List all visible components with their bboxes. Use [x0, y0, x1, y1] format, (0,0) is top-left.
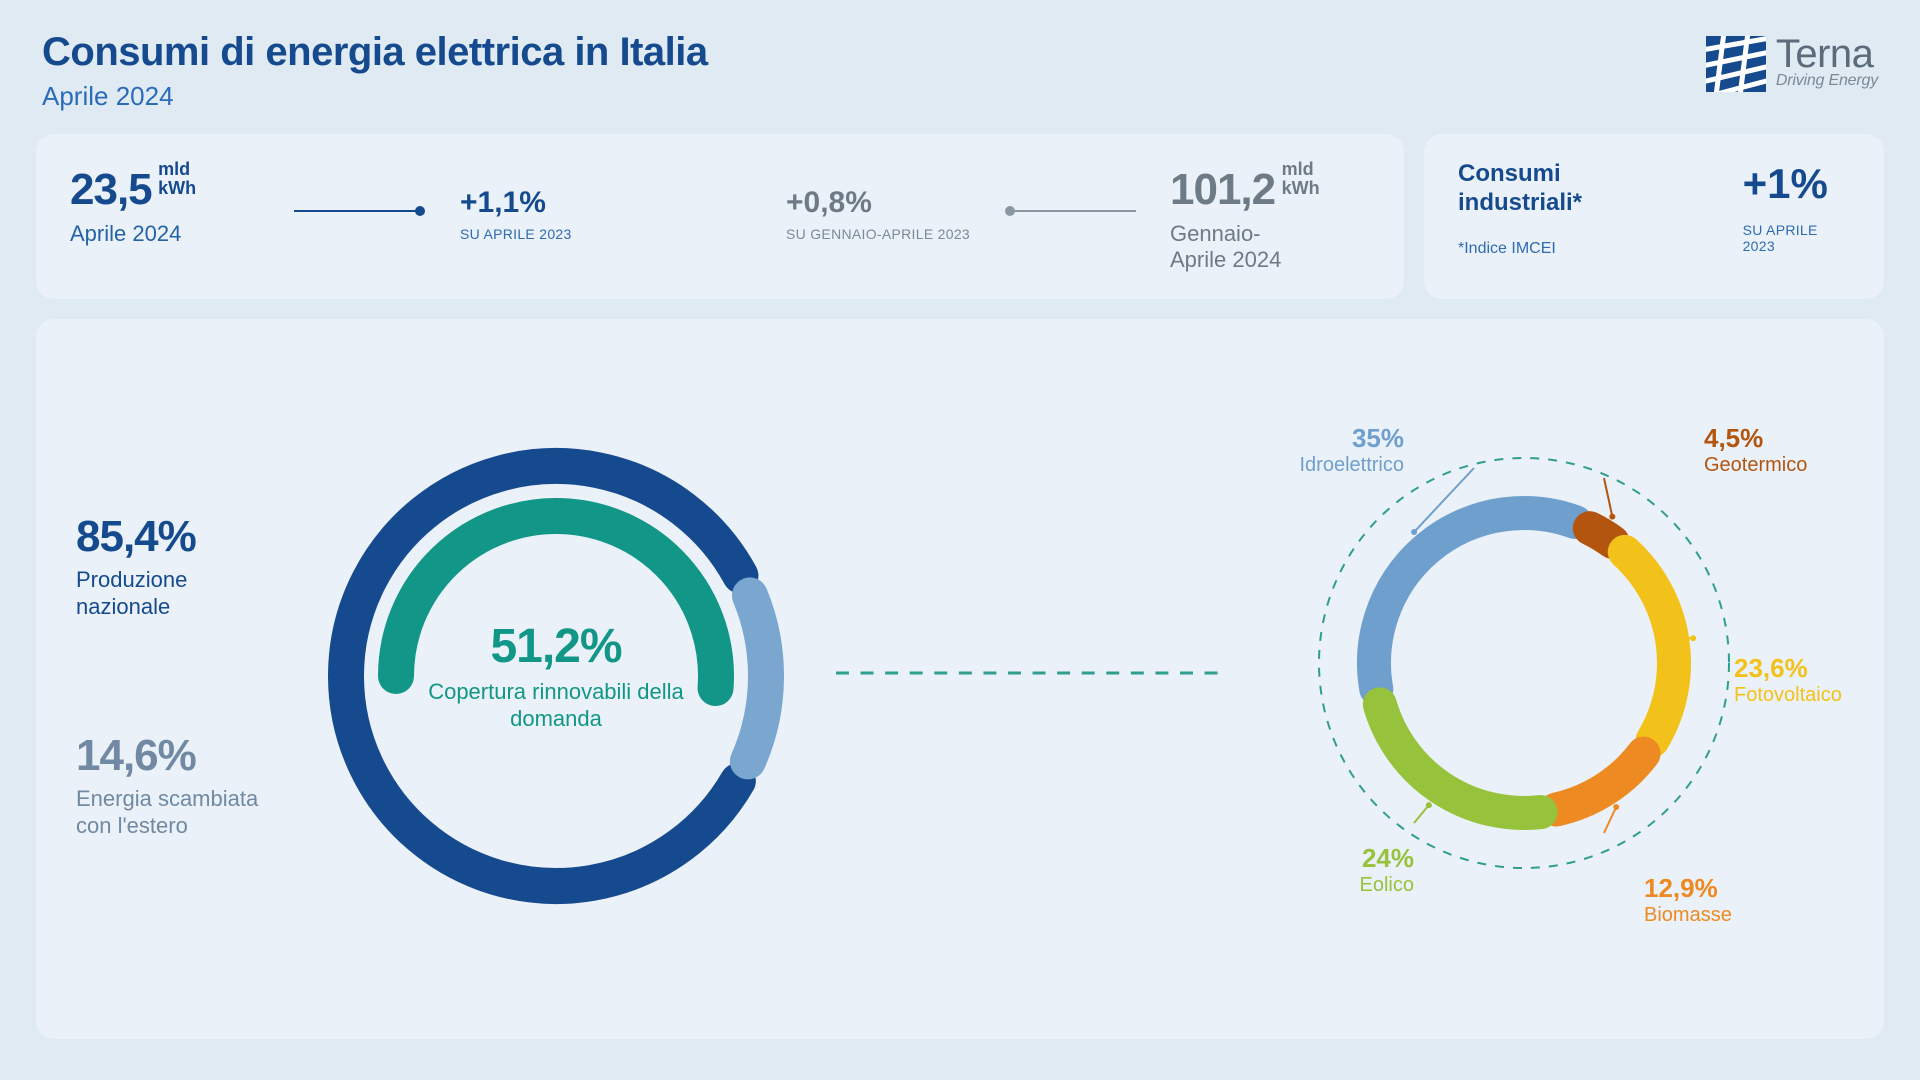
logo: Terna Driving Energy: [1706, 30, 1878, 92]
logo-brand: Terna: [1776, 36, 1878, 72]
production-panel: 85,4% Produzione nazionale 14,6% Energia…: [36, 319, 1884, 1039]
renewable-ring: 51,2% Copertura rinnovabili della domand…: [276, 416, 836, 936]
title-block: Consumi di energia elettrica in Italia A…: [42, 30, 708, 112]
ytd-delta: +0,8% SU GENNAIO-APRILE 2023: [786, 160, 970, 242]
breakdown-ring: 35%Idroelettrico 4,5%Geotermico 23,6%Fotov…: [1224, 403, 1844, 948]
ytd-label: Gennaio- Aprile 2024: [1170, 221, 1370, 273]
spark-line-left-icon: [1000, 196, 1140, 226]
top-metrics-row: 23,5 mldkWh Aprile 2024 +1,1% SU APRILE …: [36, 134, 1884, 299]
ytd-value: 101,2: [1170, 165, 1275, 215]
foreign-exchange-stat: 14,6% Energia scambiata con l'estero: [76, 731, 276, 840]
breakdown-label-geo: 4,5%Geotermico: [1704, 423, 1807, 477]
breakdown-label-bio: 12,9%Biomasse: [1644, 873, 1732, 927]
ytd-metric: 101,2 mldkWh Gennaio- Aprile 2024: [1170, 160, 1370, 273]
connector: [836, 413, 1224, 938]
logo-tagline: Driving Energy: [1776, 72, 1878, 90]
spark-line-right-icon: [290, 196, 430, 226]
month-metric: 23,5 mldkWh Aprile 2024: [70, 160, 260, 247]
logo-icon: [1706, 36, 1766, 92]
month-delta: +1,1% SU APRILE 2023: [460, 160, 572, 242]
page-subtitle: Aprile 2024: [42, 81, 708, 112]
month-label: Aprile 2024: [70, 221, 260, 247]
breakdown-label-idro: 35%Idroelettrico: [1244, 423, 1404, 477]
breakdown-label-pv: 23,6%Fotovoltaico: [1734, 653, 1842, 707]
consumption-card: 23,5 mldkWh Aprile 2024 +1,1% SU APRILE …: [36, 134, 1404, 299]
renewable-center-label: 51,2% Copertura rinnovabili della domand…: [416, 619, 696, 733]
month-value: 23,5: [70, 165, 152, 215]
industrial-heading: Consumi industriali*: [1458, 160, 1683, 218]
header: Consumi di energia elettrica in Italia A…: [36, 30, 1884, 134]
production-stats: 85,4% Produzione nazionale 14,6% Energia…: [76, 512, 276, 840]
page-title: Consumi di energia elettrica in Italia: [42, 30, 708, 75]
industrial-footnote: *Indice IMCEI: [1458, 240, 1683, 258]
connector-line-icon: [836, 413, 1224, 933]
industrial-card: Consumi industriali* *Indice IMCEI +1% S…: [1424, 134, 1884, 299]
national-production-stat: 85,4% Produzione nazionale: [76, 512, 276, 621]
breakdown-label-wind: 24%Eolico: [1254, 843, 1414, 897]
industrial-delta: +1% SU APRILE 2023: [1743, 160, 1850, 254]
